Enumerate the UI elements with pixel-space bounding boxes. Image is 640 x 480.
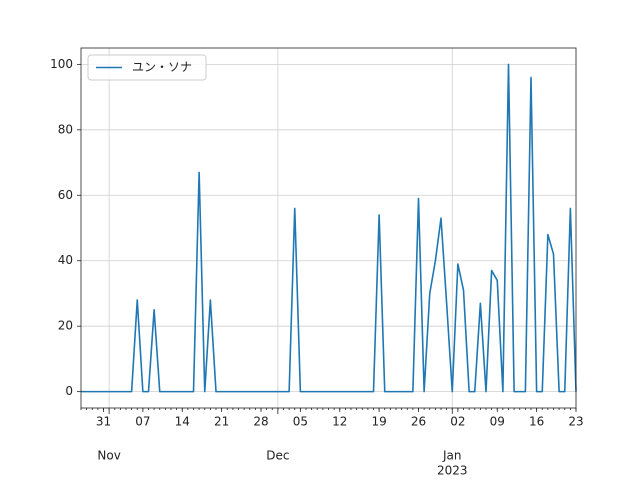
y-tick-label: 100 bbox=[50, 57, 73, 71]
legend-box bbox=[87, 54, 207, 81]
plot-layer bbox=[81, 63, 577, 393]
y-tick-label: 80 bbox=[58, 122, 73, 136]
y-tick-label: 60 bbox=[58, 188, 73, 202]
x-month-label: Jan bbox=[442, 449, 462, 463]
x-tick-label: 28 bbox=[253, 415, 268, 429]
x-year-label: 2023 bbox=[437, 464, 468, 478]
x-tick-label: 21 bbox=[214, 415, 229, 429]
x-tick-label: 26 bbox=[411, 415, 426, 429]
x-tick-label: 23 bbox=[568, 415, 583, 429]
y-tick-label: 20 bbox=[58, 319, 73, 333]
x-month-label: Nov bbox=[97, 449, 120, 463]
series-line bbox=[81, 63, 577, 393]
x-tick-label: 16 bbox=[529, 415, 544, 429]
legend-label: ユン・ソナ bbox=[132, 60, 192, 74]
x-month-label: Dec bbox=[266, 449, 289, 463]
x-tick-label: 05 bbox=[293, 415, 308, 429]
x-tick-label: 09 bbox=[490, 415, 505, 429]
y-tick-label: 0 bbox=[65, 384, 73, 398]
x-tick-label: 19 bbox=[371, 415, 386, 429]
axes-layer: 0 20 40 60 80 100 31 07 14 21 28 05 12 19 26 02 09 16 23 No… bbox=[50, 54, 584, 478]
x-tick-label: 31 bbox=[96, 415, 111, 429]
x-tick-label: 02 bbox=[450, 415, 465, 429]
y-tick-label: 40 bbox=[58, 253, 73, 267]
x-tick-label: 07 bbox=[135, 415, 150, 429]
x-tick-label: 14 bbox=[175, 415, 190, 429]
x-tick-label: 12 bbox=[332, 415, 347, 429]
